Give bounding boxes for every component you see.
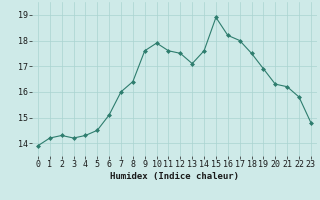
X-axis label: Humidex (Indice chaleur): Humidex (Indice chaleur) (110, 172, 239, 181)
